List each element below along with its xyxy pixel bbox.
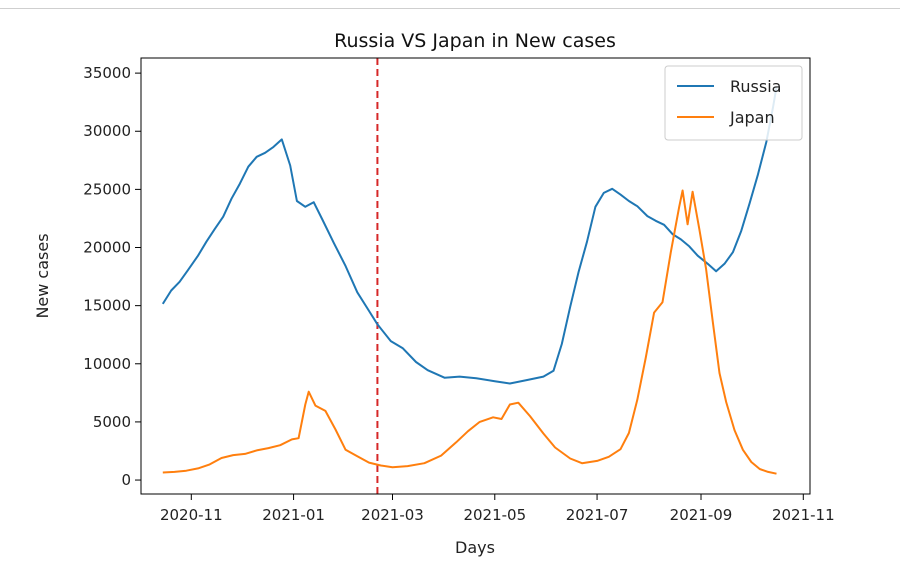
y-tick-label: 10000 bbox=[83, 355, 131, 373]
y-tick-label: 5000 bbox=[93, 413, 131, 431]
y-tick-label: 25000 bbox=[83, 180, 131, 198]
series-line-russia bbox=[161, 86, 778, 385]
legend: Russia Japan bbox=[664, 65, 803, 141]
y-tick-label: 20000 bbox=[83, 239, 131, 257]
x-tick-label: 2020-11 bbox=[160, 506, 223, 524]
y-tick-label: 30000 bbox=[83, 122, 131, 140]
y-tick-label: 0 bbox=[121, 471, 131, 489]
legend-box bbox=[664, 65, 803, 141]
y-tick-label: 15000 bbox=[83, 297, 131, 315]
legend-label-japan: Japan bbox=[729, 108, 775, 127]
x-tick-label: 2021-07 bbox=[566, 506, 629, 524]
x-tick-label: 2021-01 bbox=[262, 506, 325, 524]
x-tick-label: 2021-11 bbox=[772, 506, 835, 524]
x-axis-label: Days bbox=[455, 538, 495, 557]
x-tick-label: 2021-03 bbox=[361, 506, 424, 524]
x-tick-label: 2021-05 bbox=[463, 506, 526, 524]
plot-area-frame bbox=[140, 57, 811, 495]
y-axis-label: New cases bbox=[33, 233, 52, 318]
x-tick-label: 2021-09 bbox=[670, 506, 733, 524]
legend-label-russia: Russia bbox=[730, 77, 781, 96]
series-line-japan bbox=[162, 189, 777, 475]
window-top-edge bbox=[0, 0, 900, 9]
chart-title: Russia VS Japan in New cases bbox=[334, 30, 616, 52]
y-tick-label: 35000 bbox=[83, 64, 131, 82]
